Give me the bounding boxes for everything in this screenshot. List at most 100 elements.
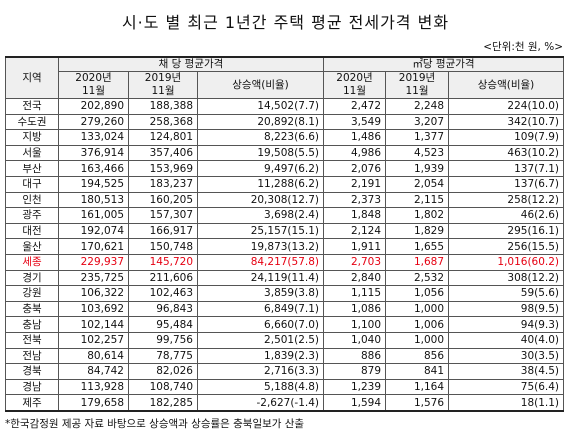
value-cell: 78,775 bbox=[128, 347, 198, 365]
value-cell: 856 bbox=[385, 347, 449, 365]
value-cell: 40(4.0) bbox=[447, 331, 565, 349]
value-cell: 137(7.1) bbox=[447, 160, 565, 177]
table-row: 전북 102,257 99,756 2,501(2.5) 1,040 1,000 40(4.… bbox=[5, 331, 565, 349]
value-cell: 95,484 bbox=[128, 316, 198, 333]
value-cell: 19,508(5.5) bbox=[197, 144, 324, 162]
table-row: 울산 170,621 150,748 19,873(13.2) 1,911 1,655 25… bbox=[5, 238, 565, 255]
subheader-line: 상승액(비율) bbox=[477, 78, 535, 91]
value-cell: 38(4.5) bbox=[447, 363, 565, 380]
region-cell: 충북 bbox=[5, 300, 59, 318]
value-cell: 19,873(13.2) bbox=[197, 238, 324, 255]
value-cell: 11,288(6.2) bbox=[197, 175, 324, 193]
region-cell: 강원 bbox=[5, 285, 59, 302]
table-body: 전국 202,890 188,388 14,502(7.7) 2,472 2,248 224… bbox=[5, 98, 565, 412]
value-cell: 183,237 bbox=[128, 175, 198, 193]
value-cell: 20,308(12.7) bbox=[197, 191, 324, 209]
value-cell: 2,532 bbox=[385, 269, 449, 287]
region-cell: 인천 bbox=[5, 191, 59, 209]
value-cell: 98(9.5) bbox=[447, 300, 565, 318]
value-cell: 106,322 bbox=[58, 285, 129, 302]
subheader: 상승액(비율) bbox=[197, 71, 324, 99]
region-cell: 대전 bbox=[5, 222, 59, 240]
value-cell: 161,005 bbox=[58, 207, 129, 224]
region-cell: 제주 bbox=[5, 394, 59, 412]
table-row: 충남 102,144 95,484 6,660(7.0) 1,100 1,006 94(9.… bbox=[5, 316, 565, 333]
value-cell: 3,698(2.4) bbox=[197, 207, 324, 224]
group-header: 채 당 평균가격 bbox=[58, 56, 324, 72]
value-cell: 1,016(60.2) bbox=[447, 253, 565, 271]
value-cell: 75(6.4) bbox=[447, 378, 565, 396]
value-cell: 1,006 bbox=[385, 316, 449, 333]
table-row: 경북 84,742 82,026 2,716(3.3) 879 841 38(4.5) bbox=[5, 363, 565, 380]
region-cell: 경남 bbox=[5, 378, 59, 396]
value-cell: 376,914 bbox=[58, 144, 129, 162]
value-cell: 463(10.2) bbox=[447, 144, 565, 162]
value-cell: 1,655 bbox=[385, 238, 449, 255]
value-cell: 2,703 bbox=[323, 253, 386, 271]
value-cell: 258(12.2) bbox=[447, 191, 565, 209]
table-head: 지역 채 당 평균가격 ㎡당 평균가격 2020년 11월 2019년 11월 상승액(… bbox=[5, 56, 565, 99]
value-cell: 192,074 bbox=[58, 222, 129, 240]
subheader: 2020년 11월 bbox=[323, 71, 386, 99]
subheader-line: 11월 bbox=[81, 85, 106, 97]
value-cell: 2,248 bbox=[385, 98, 449, 115]
value-cell: 2,115 bbox=[385, 191, 449, 209]
value-cell: 1,802 bbox=[385, 207, 449, 224]
table-row: 세종 229,937 145,720 84,217(57.8) 2,703 1,687 1,… bbox=[5, 253, 565, 271]
value-cell: 1,164 bbox=[385, 378, 449, 396]
value-cell: 124,801 bbox=[128, 129, 198, 146]
region-cell: 울산 bbox=[5, 238, 59, 255]
value-cell: 102,463 bbox=[128, 285, 198, 302]
value-cell: 1,594 bbox=[323, 394, 386, 412]
region-cell: 경북 bbox=[5, 363, 59, 380]
table-row: 경남 113,928 108,740 5,188(4.8) 1,239 1,164 75(6… bbox=[5, 378, 565, 396]
value-cell: 1,086 bbox=[323, 300, 386, 318]
table-row: 부산 163,466 153,969 9,497(6.2) 2,076 1,939 137(… bbox=[5, 160, 565, 177]
value-cell: 2,076 bbox=[323, 160, 386, 177]
value-cell: 163,466 bbox=[58, 160, 129, 177]
region-cell: 전남 bbox=[5, 347, 59, 365]
subheader-line: 2019년 bbox=[398, 72, 436, 84]
group-header: ㎡당 평균가격 bbox=[322, 56, 565, 72]
value-cell: 157,307 bbox=[128, 207, 198, 224]
subheader-line: 11월 bbox=[151, 85, 175, 97]
value-cell: 166,917 bbox=[128, 222, 198, 240]
value-cell: 82,026 bbox=[128, 363, 198, 380]
value-cell: 258,368 bbox=[128, 113, 198, 131]
region-cell: 서울 bbox=[5, 144, 59, 162]
value-cell: 2,054 bbox=[385, 175, 449, 193]
value-cell: 2,124 bbox=[323, 222, 386, 240]
subheader-row: 2020년 11월 2019년 11월 상승액(비율) 2020년 11월 2019년 11월 상… bbox=[6, 71, 565, 99]
value-cell: 1,576 bbox=[385, 394, 449, 412]
value-cell: 80,614 bbox=[58, 347, 129, 365]
value-cell: 211,606 bbox=[128, 269, 198, 287]
value-cell: 295(16.1) bbox=[447, 222, 565, 240]
value-cell: 2,472 bbox=[323, 98, 386, 115]
value-cell: 150,748 bbox=[128, 238, 198, 255]
value-cell: -2,627(-1.4) bbox=[197, 394, 324, 412]
value-cell: 1,056 bbox=[385, 285, 449, 302]
subheader: 2019년 11월 bbox=[128, 71, 198, 99]
value-cell: 194,525 bbox=[58, 175, 129, 193]
subheader: 2020년 11월 bbox=[58, 71, 129, 99]
table-row: 충북 103,692 96,843 6,849(7.1) 1,086 1,000 98(9.… bbox=[5, 300, 565, 318]
region-cell: 충남 bbox=[5, 316, 59, 333]
title: 시·도 별 최근 1년간 주택 평균 전세가격 변화 bbox=[121, 13, 450, 32]
region-cell: 전북 bbox=[5, 331, 59, 349]
value-cell: 182,285 bbox=[128, 394, 198, 412]
region-cell: 경기 bbox=[5, 269, 59, 287]
value-cell: 1,000 bbox=[385, 331, 449, 349]
value-cell: 30(3.5) bbox=[447, 347, 565, 365]
value-cell: 886 bbox=[323, 347, 386, 365]
table-row: 전국 202,890 188,388 14,502(7.7) 2,472 2,248 224… bbox=[5, 98, 565, 115]
value-cell: 24,119(11.4) bbox=[197, 269, 324, 287]
value-cell: 4,523 bbox=[385, 144, 449, 162]
value-cell: 1,040 bbox=[323, 331, 386, 349]
value-cell: 1,939 bbox=[385, 160, 449, 177]
table-row: 지방 133,024 124,801 8,223(6.6) 1,486 1,377 109(… bbox=[5, 129, 565, 146]
value-cell: 179,658 bbox=[58, 394, 129, 412]
value-cell: 20,892(8.1) bbox=[197, 113, 324, 131]
value-cell: 108,740 bbox=[128, 378, 198, 396]
region-cell: 대구 bbox=[5, 175, 59, 193]
value-cell: 879 bbox=[323, 363, 386, 380]
